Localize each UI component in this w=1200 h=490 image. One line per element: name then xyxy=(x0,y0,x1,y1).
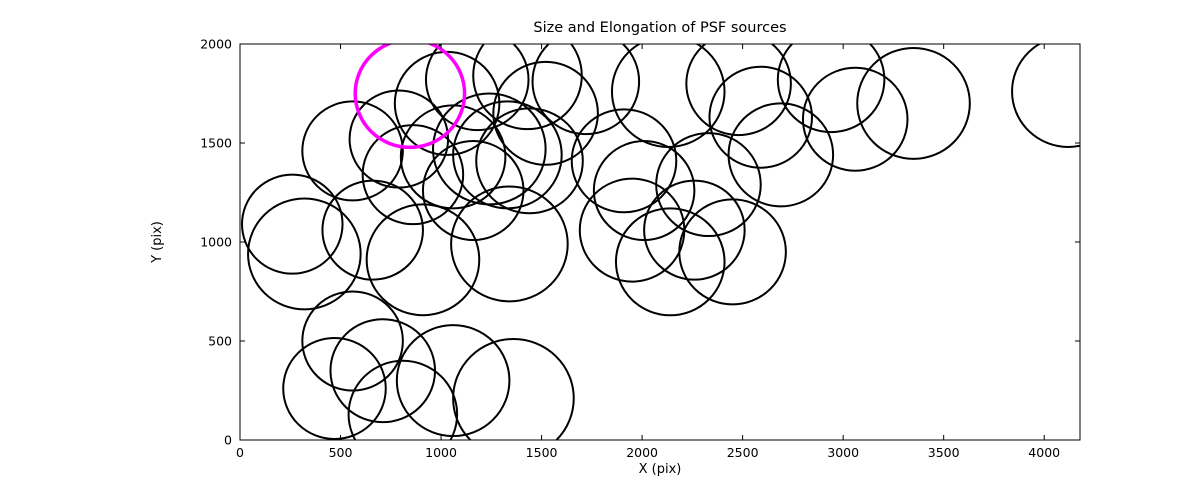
x-tick-label: 1500 xyxy=(526,445,558,460)
psf-source-circle xyxy=(282,337,387,440)
x-tick-label: 4000 xyxy=(1028,445,1060,460)
psf-source-circle xyxy=(610,44,726,148)
psf-source-circle xyxy=(643,179,746,281)
psf-source-circle xyxy=(241,173,344,275)
sources-layer xyxy=(241,44,1080,440)
psf-source-circle xyxy=(424,44,530,132)
y-tick-label: 0 xyxy=(224,433,232,448)
psf-source-circle xyxy=(708,65,813,169)
psf-source-circle xyxy=(365,203,481,317)
psf-source-circle xyxy=(395,324,511,438)
psf-source-circle xyxy=(452,338,575,440)
psf-source-circle xyxy=(655,132,762,238)
psf-source-circle xyxy=(1011,44,1080,148)
psf-source-circle xyxy=(347,359,459,440)
psf-source-circle xyxy=(475,107,584,215)
psf-source-circle xyxy=(492,60,599,166)
psf-source-circle xyxy=(301,290,404,392)
psf-source-circle xyxy=(685,44,792,137)
x-axis-label: X (pix) xyxy=(638,462,682,477)
y-tick-label: 1500 xyxy=(200,136,232,151)
psf-source-circle xyxy=(301,100,404,202)
psf-source-circle xyxy=(856,46,971,160)
psf-source-circle xyxy=(247,197,362,311)
x-tick-label: 500 xyxy=(329,445,353,460)
x-tick-label: 2500 xyxy=(727,445,759,460)
x-tick-label: 3500 xyxy=(928,445,960,460)
x-tick-label: 0 xyxy=(236,445,244,460)
x-tick-label: 2000 xyxy=(626,445,658,460)
psf-source-circle xyxy=(421,140,525,242)
psf-source-circle xyxy=(531,44,641,136)
psf-source-circle xyxy=(570,108,678,214)
psf-source-circle xyxy=(450,185,569,303)
psf-source-circle xyxy=(614,207,726,317)
psf-source-circle xyxy=(578,177,686,283)
psf-source-circle xyxy=(678,198,787,306)
chart-title: Size and Elongation of PSF sources xyxy=(533,20,787,36)
highlighted-psf-source-circle xyxy=(353,44,467,150)
y-tick-label: 500 xyxy=(208,334,232,349)
psf-source-circle xyxy=(801,66,909,172)
y-tick-label: 1000 xyxy=(200,235,232,250)
y-tick-label: 2000 xyxy=(200,37,232,52)
psf-source-circle xyxy=(321,179,424,281)
x-tick-label: 1000 xyxy=(425,445,457,460)
psf-source-circle xyxy=(432,92,547,206)
psf-source-circle xyxy=(727,102,835,208)
psf-source-circle xyxy=(776,44,886,134)
x-tick-label: 3000 xyxy=(827,445,859,460)
